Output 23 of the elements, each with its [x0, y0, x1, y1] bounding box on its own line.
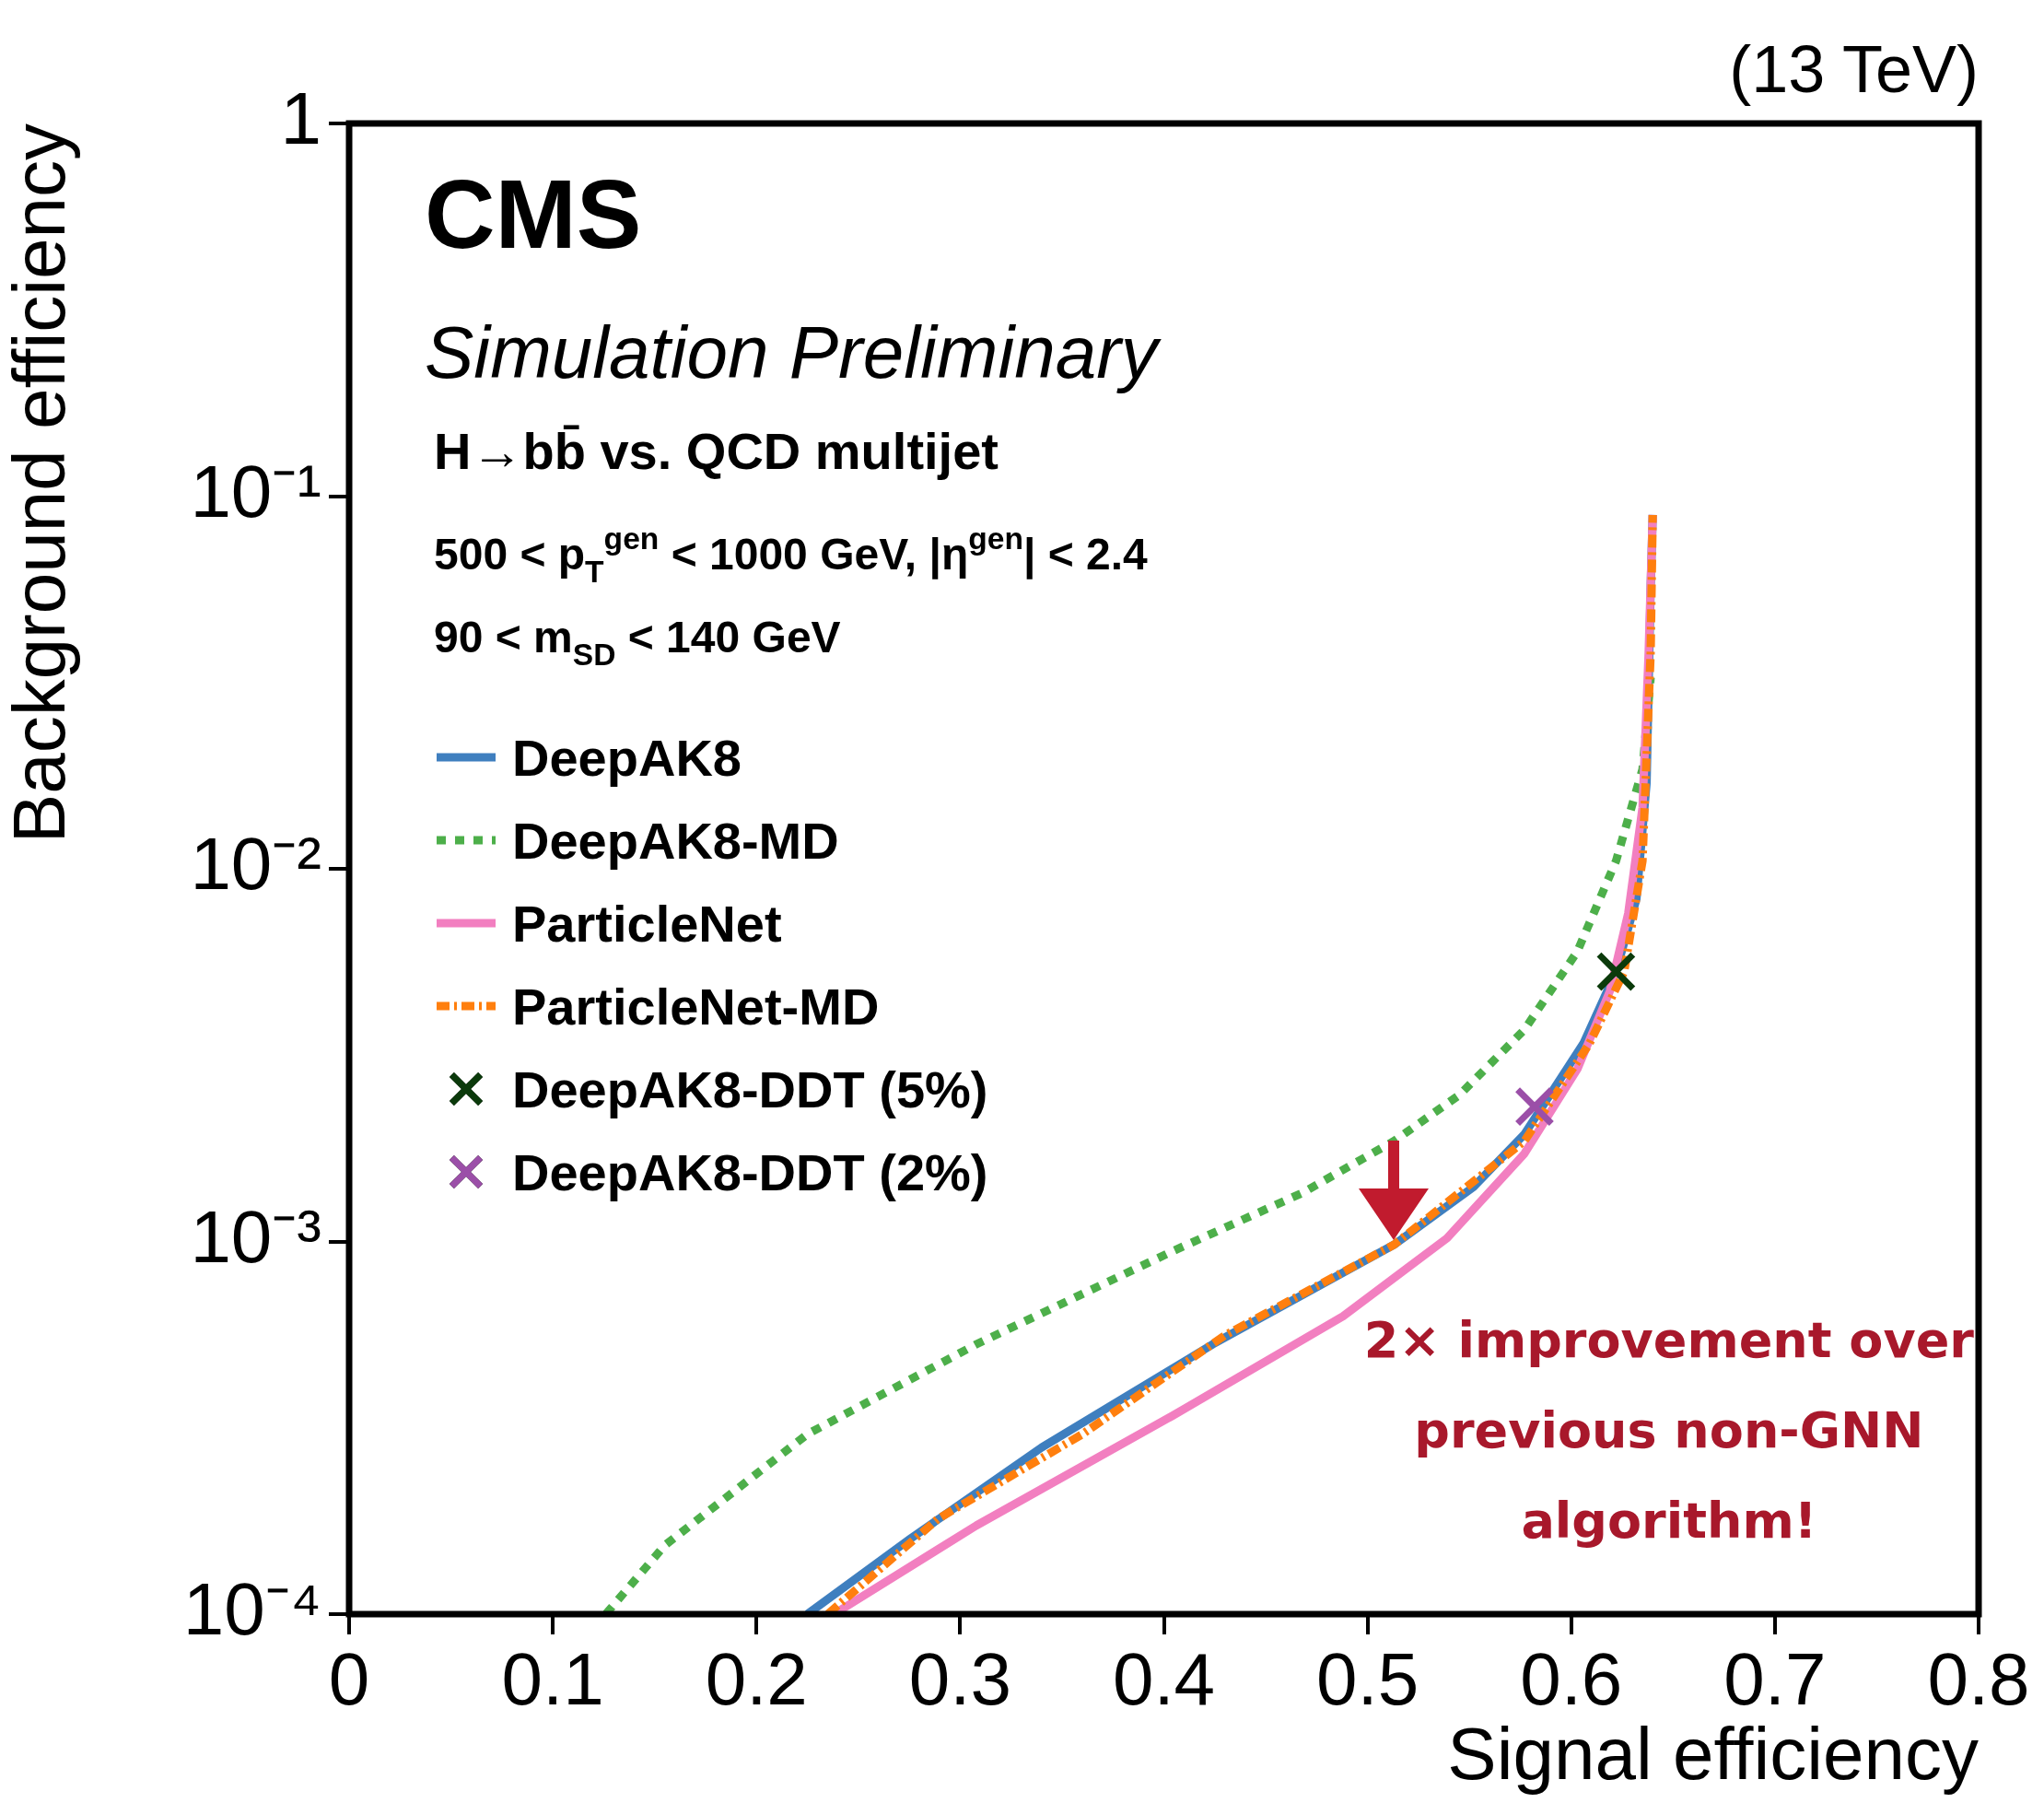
legend-label: ParticleNet: [512, 895, 782, 953]
x-tick-label: 0.3: [908, 1638, 1011, 1721]
x-tick-label: 0.4: [1112, 1638, 1216, 1721]
legend-label: DeepAK8: [512, 729, 742, 787]
annotation: H→bb̄ vs. QCD multijet: [434, 422, 999, 480]
legend-label: DeepAK8-DDT (2%): [512, 1143, 988, 1201]
legend-label: DeepAK8-DDT (5%): [512, 1060, 988, 1118]
annotation: CMS: [425, 159, 642, 268]
y-axis-title: Background efficiency: [0, 123, 81, 844]
annotation: 2× improvement over previous non-GNN algorithm!: [1362, 1309, 1975, 1551]
y-tick-label: 10⁻²: [190, 823, 321, 906]
chart-title: (13 TeV): [1729, 31, 1979, 106]
y-tick-label: 10⁻¹: [190, 450, 321, 533]
x-tick-label: 0.1: [501, 1638, 604, 1721]
legend-label: ParticleNet-MD: [512, 978, 880, 1036]
legend-label: DeepAK8-MD: [512, 812, 839, 870]
y-tick-label: 10⁻³: [190, 1195, 321, 1278]
x-tick-label: 0.2: [705, 1638, 808, 1721]
y-tick-label: 1: [280, 77, 321, 160]
x-tick-label: 0: [328, 1638, 370, 1721]
annotation: Simulation Preliminary: [425, 311, 1162, 393]
y-tick-label: 10⁻⁴: [182, 1568, 321, 1651]
x-tick-label: 0.5: [1316, 1638, 1419, 1721]
